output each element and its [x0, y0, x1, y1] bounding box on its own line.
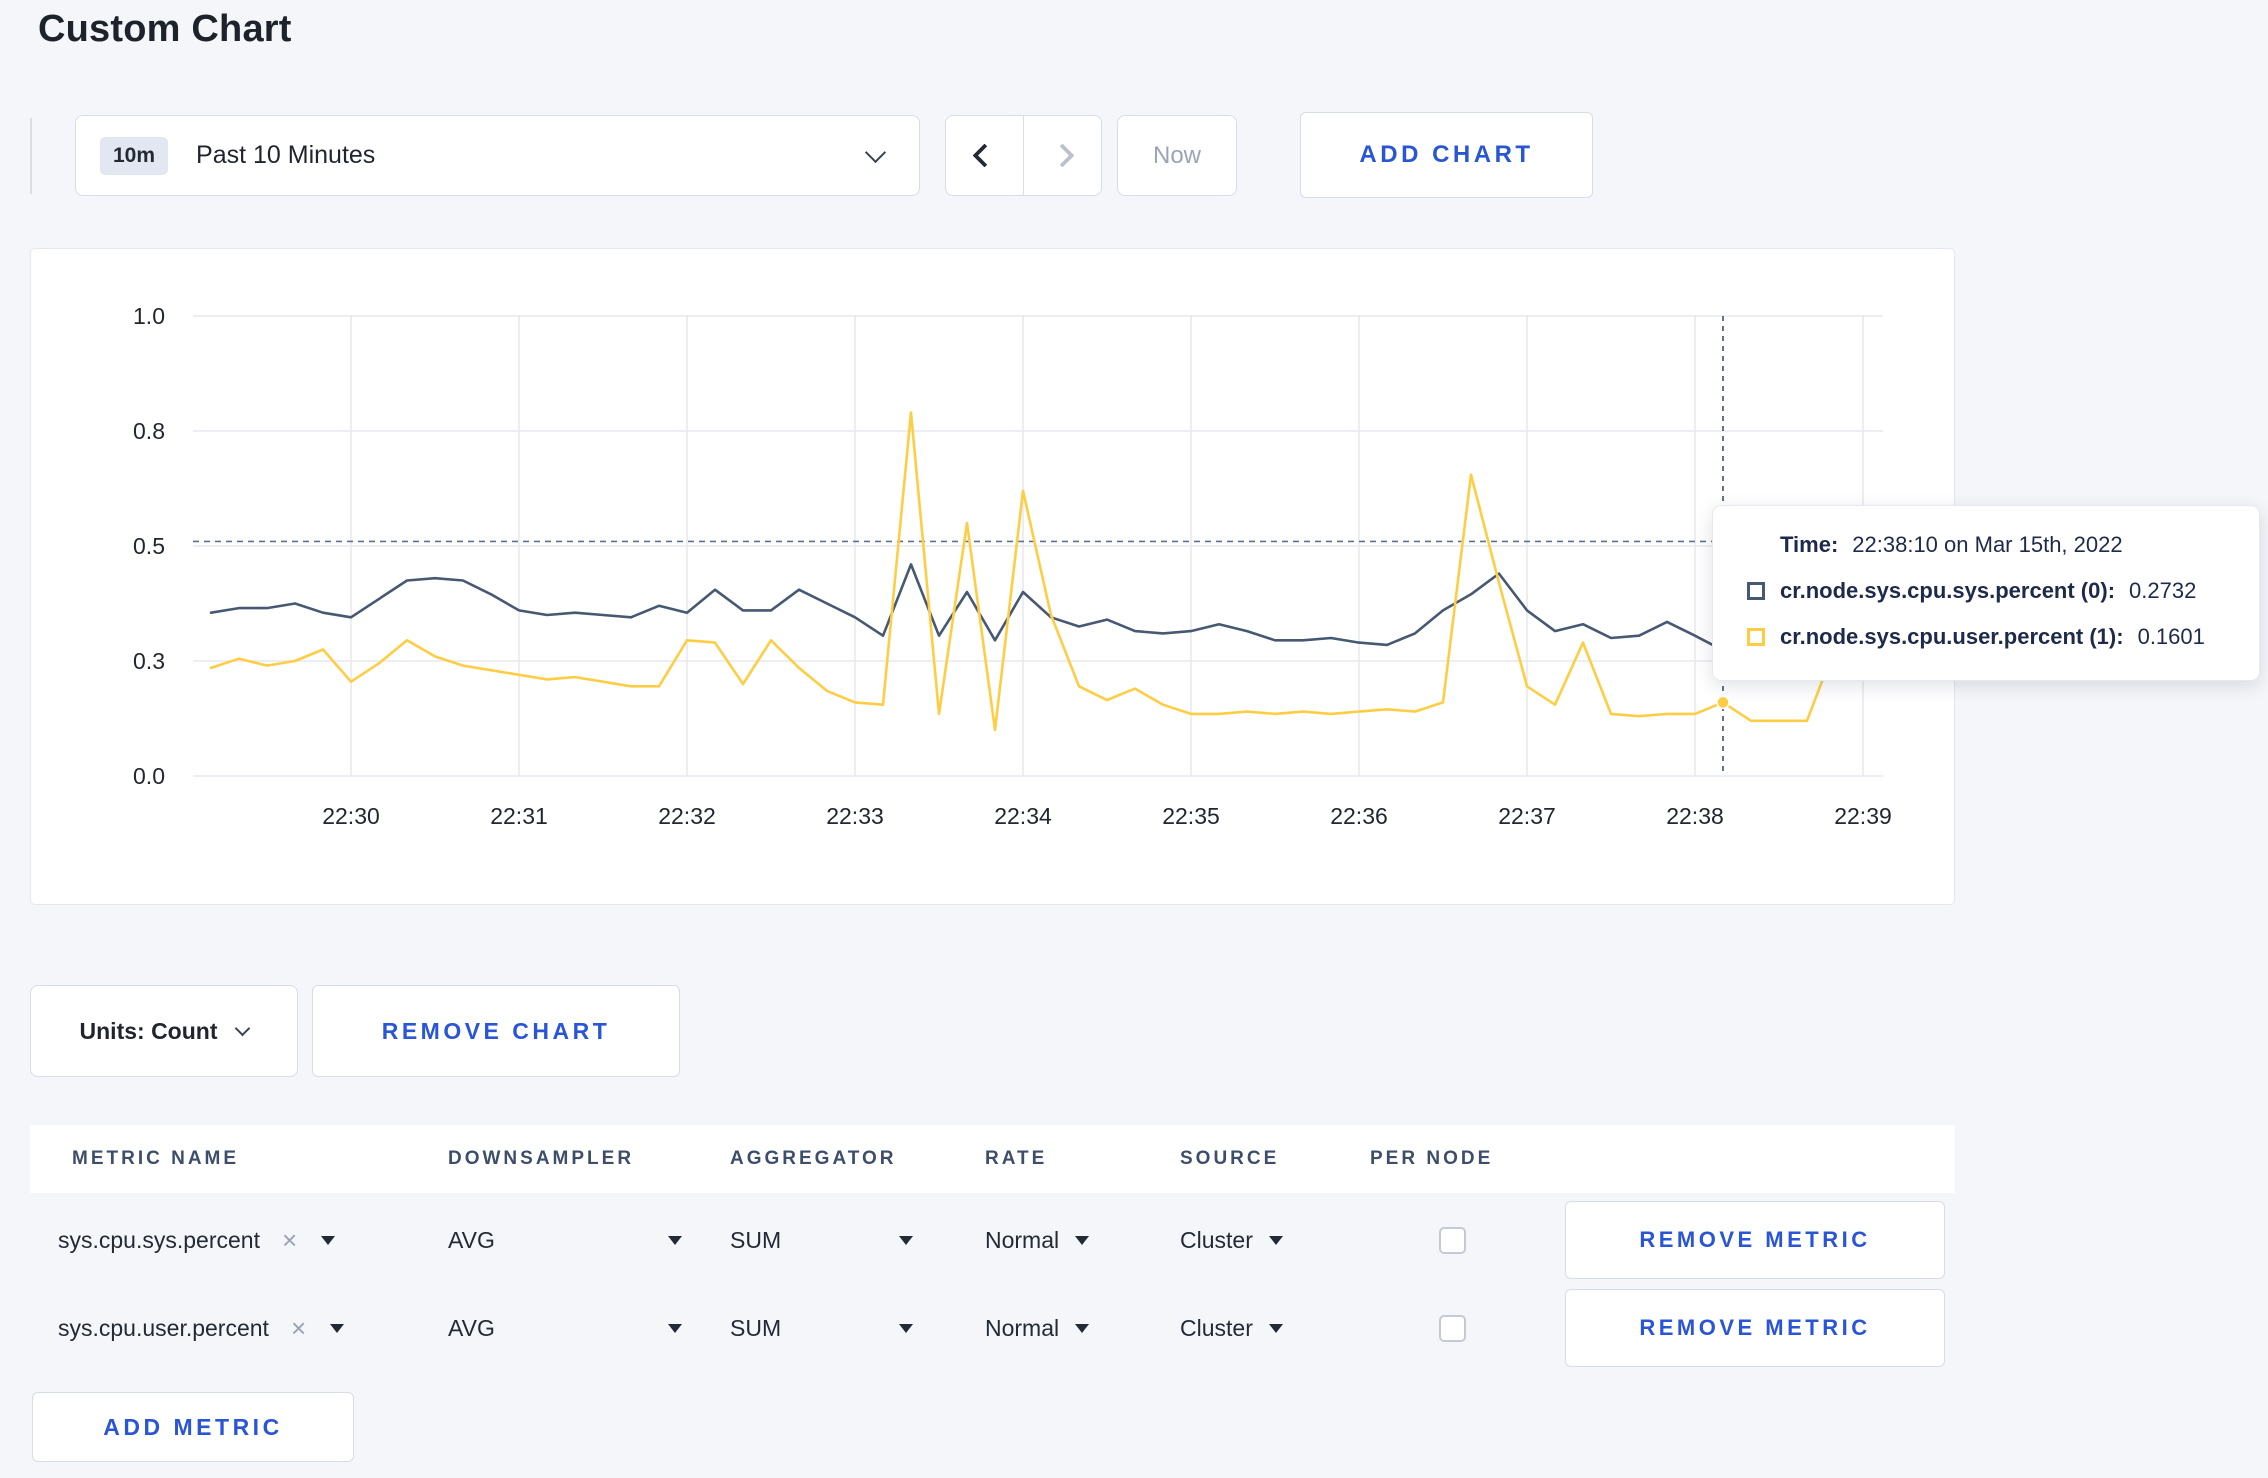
- clear-metric-icon[interactable]: ×: [290, 1313, 307, 1343]
- actions-cell: REMOVE METRIC: [1535, 1201, 1955, 1279]
- prev-time-button[interactable]: [946, 116, 1023, 195]
- column-header-downsampler: DOWNSAMPLER: [448, 1148, 635, 1169]
- tooltip-series-row: cr.node.sys.cpu.user.percent (1): 0.1601: [1747, 624, 2225, 650]
- metrics-table-header: METRIC NAME DOWNSAMPLER AGGREGATOR RATE …: [30, 1125, 1955, 1193]
- metric-name-select[interactable]: sys.cpu.user.percent ×: [58, 1315, 448, 1342]
- column-header-source: SOURCE: [1180, 1148, 1280, 1169]
- metric-name-value: sys.cpu.sys.percent: [58, 1226, 260, 1253]
- svg-text:22:37: 22:37: [1498, 803, 1556, 829]
- svg-text:22:31: 22:31: [490, 803, 548, 829]
- per-node-checkbox[interactable]: [1439, 1226, 1466, 1254]
- tooltip-series-row: cr.node.sys.cpu.sys.percent (0): 0.2732: [1747, 578, 2225, 604]
- svg-text:1.0: 1.0: [133, 303, 165, 329]
- toolbar-divider: [30, 118, 32, 194]
- aggregator-select[interactable]: SUM: [730, 1227, 985, 1254]
- per-node-checkbox[interactable]: [1439, 1314, 1466, 1342]
- metric-row: sys.cpu.user.percent × AVG SUM Normal Cl…: [30, 1284, 1955, 1372]
- rate-select[interactable]: Normal: [985, 1315, 1180, 1342]
- column-header-rate: RATE: [985, 1148, 1048, 1169]
- add-metric-button[interactable]: ADD METRIC: [32, 1392, 354, 1462]
- metric-name-select[interactable]: sys.cpu.sys.percent ×: [58, 1227, 448, 1254]
- time-nav-group: [945, 115, 1102, 196]
- svg-text:22:36: 22:36: [1330, 803, 1388, 829]
- svg-text:0.0: 0.0: [133, 763, 165, 789]
- now-button[interactable]: Now: [1117, 115, 1237, 196]
- downsampler-value: AVG: [448, 1226, 495, 1253]
- chevron-down-icon: [235, 1020, 251, 1037]
- svg-text:0.5: 0.5: [133, 533, 165, 559]
- custom-chart-svg[interactable]: 0.0 0.3 0.5 0.8 1.0 22:30 22:31 22:32 22:33 22:34…: [31, 249, 1954, 904]
- dropdown-arrow-icon: [330, 1323, 345, 1333]
- clear-metric-icon[interactable]: ×: [281, 1225, 298, 1255]
- metric-name-value: sys.cpu.user.percent: [58, 1314, 269, 1341]
- column-header-aggregator: AGGREGATOR: [730, 1148, 897, 1169]
- source-value: Cluster: [1180, 1314, 1253, 1341]
- chart-tooltip: Time: 22:38:10 on Mar 15th, 2022 cr.node…: [1712, 505, 2260, 681]
- actions-cell: REMOVE METRIC: [1535, 1289, 1955, 1367]
- per-node-cell: [1370, 1226, 1535, 1254]
- svg-text:0.3: 0.3: [133, 648, 165, 674]
- column-header-metric-name: METRIC NAME: [72, 1148, 240, 1169]
- dropdown-arrow-icon: [1268, 1323, 1283, 1333]
- source-select[interactable]: Cluster: [1180, 1315, 1370, 1342]
- time-window-badge: 10m: [100, 136, 169, 175]
- time-window-select[interactable]: 10m Past 10 Minutes: [75, 115, 920, 196]
- chevron-left-icon: [972, 143, 997, 168]
- svg-text:22:39: 22:39: [1834, 803, 1892, 829]
- dropdown-arrow-icon: [321, 1235, 336, 1245]
- downsampler-value: AVG: [448, 1314, 495, 1341]
- dropdown-arrow-icon: [899, 1235, 913, 1245]
- source-select[interactable]: Cluster: [1180, 1227, 1370, 1254]
- downsampler-select[interactable]: AVG: [448, 1227, 730, 1254]
- chevron-right-icon: [1050, 143, 1075, 168]
- rate-value: Normal: [985, 1314, 1060, 1341]
- chart-card: 0.0 0.3 0.5 0.8 1.0 22:30 22:31 22:32 22:33 22:34…: [30, 248, 1955, 905]
- units-select[interactable]: Units: Count: [30, 985, 298, 1077]
- tooltip-time-label: Time:: [1780, 532, 1839, 557]
- series-swatch-icon: [1747, 628, 1765, 646]
- tooltip-series-name: cr.node.sys.cpu.sys.percent (0):: [1780, 578, 2116, 603]
- dropdown-arrow-icon: [1075, 1323, 1090, 1333]
- per-node-cell: [1370, 1314, 1535, 1342]
- svg-text:22:35: 22:35: [1162, 803, 1220, 829]
- remove-metric-button[interactable]: REMOVE METRIC: [1565, 1289, 1945, 1367]
- source-value: Cluster: [1180, 1226, 1253, 1253]
- svg-text:22:38: 22:38: [1666, 803, 1724, 829]
- svg-text:22:34: 22:34: [994, 803, 1052, 829]
- dropdown-arrow-icon: [668, 1323, 682, 1333]
- tooltip-time-row: Time: 22:38:10 on Mar 15th, 2022: [1747, 532, 2225, 558]
- svg-text:22:33: 22:33: [826, 803, 884, 829]
- dropdown-arrow-icon: [1268, 1235, 1283, 1245]
- aggregator-value: SUM: [730, 1226, 782, 1253]
- next-time-button[interactable]: [1023, 116, 1101, 195]
- units-label: Units: Count: [79, 1017, 218, 1044]
- svg-text:0.8: 0.8: [133, 418, 165, 444]
- aggregator-select[interactable]: SUM: [730, 1315, 985, 1342]
- series-swatch-icon: [1747, 582, 1765, 600]
- chevron-down-icon: [864, 141, 887, 164]
- add-chart-button[interactable]: ADD CHART: [1300, 112, 1593, 198]
- column-header-per-node: PER NODE: [1370, 1148, 1494, 1169]
- metric-row: sys.cpu.sys.percent × AVG SUM Normal Clu…: [30, 1196, 1955, 1284]
- dropdown-arrow-icon: [899, 1323, 913, 1333]
- remove-chart-button[interactable]: REMOVE CHART: [312, 985, 680, 1077]
- dropdown-arrow-icon: [668, 1235, 682, 1245]
- time-window-label: Past 10 Minutes: [196, 141, 376, 169]
- svg-text:22:32: 22:32: [658, 803, 716, 829]
- tooltip-time-value: 22:38:10 on Mar 15th, 2022: [1852, 532, 2123, 557]
- svg-text:22:30: 22:30: [322, 803, 380, 829]
- tooltip-series-value: 0.2732: [2129, 578, 2197, 603]
- remove-metric-button[interactable]: REMOVE METRIC: [1565, 1201, 1945, 1279]
- rate-select[interactable]: Normal: [985, 1227, 1180, 1254]
- aggregator-value: SUM: [730, 1314, 782, 1341]
- downsampler-select[interactable]: AVG: [448, 1315, 730, 1342]
- tooltip-series-value: 0.1601: [2137, 624, 2205, 649]
- page-title: Custom Chart: [38, 8, 292, 50]
- dropdown-arrow-icon: [1075, 1235, 1090, 1245]
- rate-value: Normal: [985, 1226, 1060, 1253]
- tooltip-series-name: cr.node.sys.cpu.user.percent (1):: [1780, 624, 2124, 649]
